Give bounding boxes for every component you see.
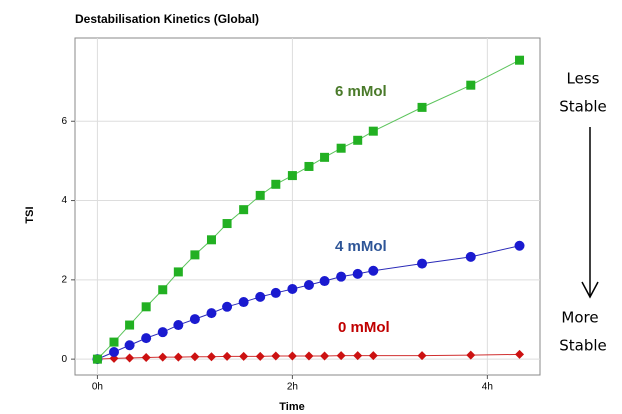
marker xyxy=(222,351,232,361)
marker xyxy=(158,285,168,295)
y-tick-label: 0 xyxy=(61,354,67,365)
marker xyxy=(271,351,281,361)
marker xyxy=(304,351,314,361)
marker xyxy=(92,354,102,364)
side-text: More xyxy=(561,309,598,327)
marker xyxy=(125,320,135,330)
marker xyxy=(352,268,363,279)
marker xyxy=(271,179,281,189)
marker xyxy=(319,276,330,287)
marker xyxy=(141,302,151,312)
marker xyxy=(353,351,363,361)
marker xyxy=(157,327,168,338)
marker xyxy=(125,353,135,363)
marker xyxy=(336,351,346,361)
x-tick-label: 0h xyxy=(92,382,103,393)
marker xyxy=(238,297,249,308)
marker xyxy=(320,351,330,361)
marker xyxy=(417,258,428,269)
marker xyxy=(368,265,379,276)
marker xyxy=(287,171,297,181)
marker xyxy=(190,250,200,260)
marker xyxy=(368,351,378,361)
marker xyxy=(336,143,346,153)
marker xyxy=(239,351,249,361)
side-text: Stable xyxy=(559,98,607,116)
series-label: 6 mMol xyxy=(335,83,387,100)
x-axis-label: Time xyxy=(279,401,304,413)
marker xyxy=(255,190,265,200)
marker xyxy=(108,347,119,358)
marker xyxy=(255,351,265,361)
side-text: Stable xyxy=(559,337,607,355)
marker xyxy=(287,283,298,294)
x-tick-label: 4h xyxy=(482,382,493,393)
series-label: 0 mMol xyxy=(338,319,390,336)
marker xyxy=(124,340,135,351)
y-tick-label: 6 xyxy=(61,116,67,127)
marker xyxy=(466,350,476,360)
marker xyxy=(206,352,216,362)
marker xyxy=(336,271,347,282)
marker xyxy=(304,161,314,171)
marker xyxy=(320,152,330,162)
marker xyxy=(141,353,151,363)
marker xyxy=(190,352,200,362)
chart-title: Destabilisation Kinetics (Global) xyxy=(75,12,259,26)
marker xyxy=(173,320,184,331)
marker xyxy=(353,135,363,145)
marker xyxy=(417,351,427,361)
marker xyxy=(514,240,525,251)
marker xyxy=(303,280,314,291)
marker xyxy=(141,333,152,344)
marker xyxy=(109,337,119,347)
marker xyxy=(368,126,378,136)
marker xyxy=(222,219,232,229)
marker xyxy=(255,291,266,302)
arrow-head xyxy=(581,281,599,299)
y-tick-label: 2 xyxy=(61,274,67,285)
marker xyxy=(222,301,233,312)
marker xyxy=(466,80,476,90)
marker xyxy=(173,267,183,277)
marker xyxy=(239,205,249,215)
marker xyxy=(189,314,200,325)
side-text: Less xyxy=(567,70,600,88)
y-tick-label: 4 xyxy=(61,195,67,206)
marker xyxy=(206,235,216,245)
marker xyxy=(515,55,525,65)
marker xyxy=(206,308,217,319)
y-axis-label: TSI xyxy=(24,206,36,223)
marker xyxy=(270,287,281,298)
marker xyxy=(287,351,297,361)
x-tick-label: 2h xyxy=(287,382,298,393)
marker xyxy=(417,102,427,112)
marker xyxy=(465,251,476,262)
marker xyxy=(173,352,183,362)
plot-area xyxy=(74,37,541,376)
marker xyxy=(515,349,525,359)
marker xyxy=(158,352,168,362)
series-label: 4 mMol xyxy=(335,238,387,255)
